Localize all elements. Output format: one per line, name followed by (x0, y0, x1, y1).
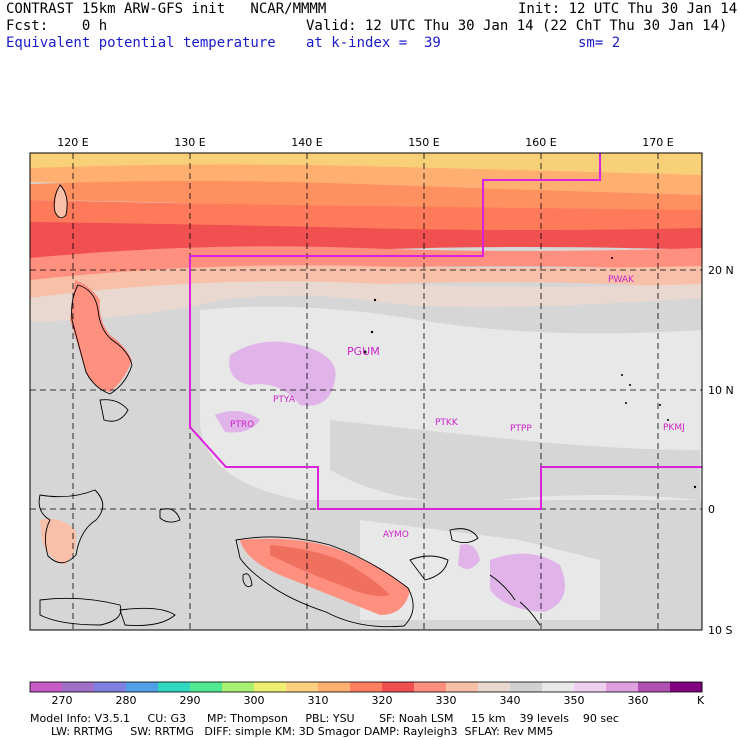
colorbar-swatch (670, 682, 703, 692)
colorbar-swatch (190, 682, 223, 692)
lon-label: 150 E (408, 136, 439, 149)
colorbar-tick: 330 (436, 694, 457, 707)
colorbar-unit: K (697, 694, 705, 707)
colorbar-swatch (574, 682, 607, 692)
colorbar-swatch (638, 682, 671, 692)
station-label: PTYA (273, 395, 296, 405)
colorbar-tick: 320 (372, 694, 393, 707)
lon-label: 170 E (642, 136, 673, 149)
field-name: Equivalent potential temperature (6, 35, 276, 51)
station-label: PGUM (347, 345, 380, 358)
station-label: PTRO (230, 420, 254, 430)
longitude-axis: 120 E 130 E 140 E 150 E 160 E 170 E (57, 136, 673, 149)
lat-label: 20 N (708, 264, 734, 277)
colorbar-swatch (542, 682, 575, 692)
station-label: PTKK (435, 418, 459, 428)
colorbar-swatch (62, 682, 95, 692)
colorbar-swatch (350, 682, 383, 692)
colorbar-swatch (30, 682, 63, 692)
station-label: AYMO (383, 530, 409, 540)
k-index: at k-index = 39 (306, 35, 441, 51)
colorbar-tick: 280 (116, 694, 137, 707)
lat-label: 0 (708, 503, 715, 516)
lat-label: 10 N (708, 384, 734, 397)
colorbar-tick: 340 (500, 694, 521, 707)
smoothing: sm= 2 (578, 35, 621, 51)
init-time: Init: 12 UTC Thu 30 Jan 14 (518, 1, 738, 17)
colorbar-swatch (254, 682, 287, 692)
physics-info: LW: RRTMG SW: RRTMG DIFF: simple KM: 3D … (30, 725, 554, 738)
colorbar: 270 280 290 300 310 320 330 340 350 360 (29, 681, 703, 707)
lon-label: 120 E (57, 136, 88, 149)
model-title: CONTRAST 15km ARW-GFS init NCAR/MMMM (6, 1, 327, 17)
station-label: PTPP (510, 424, 532, 434)
latitude-axis: 20 N 10 N 0 10 S (708, 264, 734, 637)
domain-boundary (189, 153, 702, 510)
colorbar-tick: 350 (564, 694, 585, 707)
colorbar-swatch (382, 682, 415, 692)
colorbar-tick: 310 (308, 694, 329, 707)
map-panel (30, 153, 702, 630)
colorbar-frame (29, 681, 703, 693)
colorbar-swatch (222, 682, 255, 692)
lon-label: 130 E (174, 136, 205, 149)
map-frame (29, 152, 703, 631)
colorbar-swatch (414, 682, 447, 692)
colorbar-swatch (94, 682, 127, 692)
colorbar-swatch (606, 682, 639, 692)
colorbar-tick: 290 (180, 694, 201, 707)
lon-label: 160 E (525, 136, 556, 149)
colorbar-tick: 360 (628, 694, 649, 707)
colorbar-swatch (158, 682, 191, 692)
forecast-hour: Fcst: 0 h (6, 18, 108, 34)
colorbar-swatch (446, 682, 479, 692)
station-label: PWAK (608, 275, 635, 285)
colorbar-swatch (126, 682, 159, 692)
valid-time: Valid: 12 UTC Thu 30 Jan 14 (22 ChT Thu … (306, 18, 728, 34)
stations: PWAK PGUM PTYA PTRO PTKK PTPP PKMJ AYMO (230, 275, 685, 540)
colorbar-swatch (286, 682, 319, 692)
station-label: PKMJ (663, 423, 685, 433)
colorbar-tick: 270 (52, 694, 73, 707)
lat-label: 10 S (708, 624, 732, 637)
lon-label: 140 E (291, 136, 322, 149)
colorbar-swatch (318, 682, 351, 692)
model-info: Model Info: V3.5.1 CU: G3 MP: Thompson P… (30, 712, 619, 725)
colorbar-swatch (478, 682, 511, 692)
colorbar-swatch (510, 682, 543, 692)
colorbar-tick: 300 (244, 694, 265, 707)
